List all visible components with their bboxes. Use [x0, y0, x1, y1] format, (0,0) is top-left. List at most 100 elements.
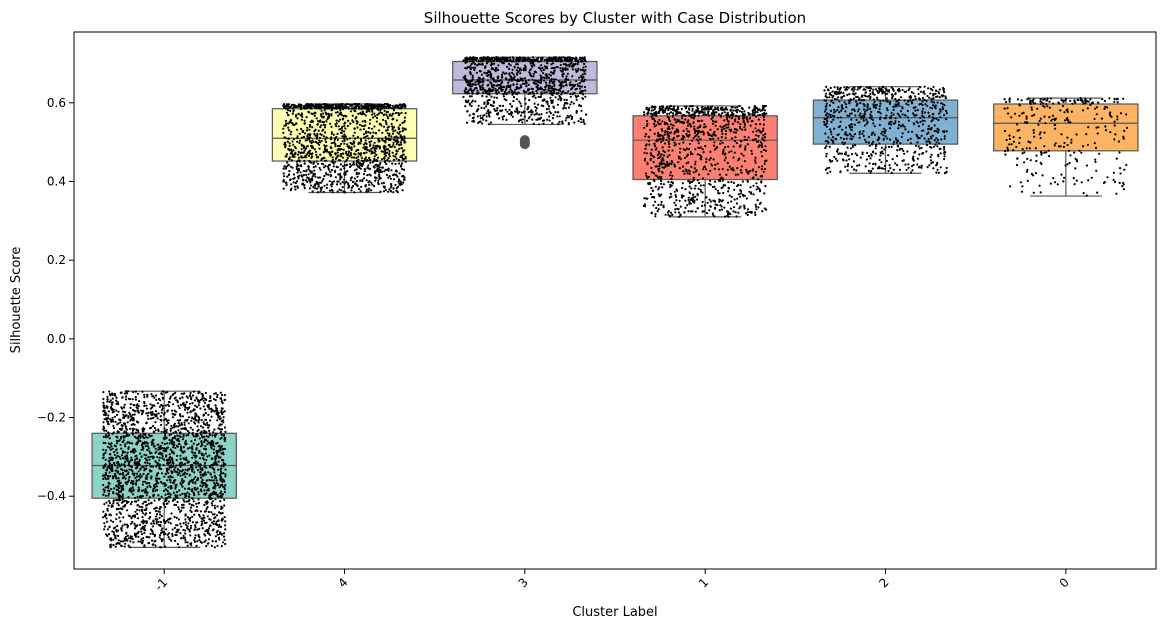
data-point: [128, 434, 131, 437]
data-point: [319, 119, 322, 122]
data-point: [532, 75, 535, 78]
data-point: [220, 407, 223, 410]
data-point: [325, 186, 328, 190]
data-point: [371, 135, 374, 138]
data-point: [581, 73, 585, 76]
data-point: [165, 442, 169, 445]
data-point: [503, 72, 506, 75]
data-point: [190, 440, 193, 443]
data-point: [206, 542, 209, 545]
data-point: [490, 83, 493, 86]
data-point: [191, 481, 194, 484]
data-point: [176, 473, 179, 476]
data-point: [369, 161, 372, 164]
data-point: [166, 492, 169, 496]
data-point: [154, 421, 157, 424]
data-point: [159, 444, 162, 447]
data-point: [329, 138, 333, 141]
data-point: [342, 148, 345, 151]
data-point: [140, 520, 143, 523]
data-point: [204, 398, 207, 401]
data-point: [325, 103, 328, 106]
data-point: [201, 435, 204, 438]
data-point: [198, 418, 201, 421]
data-point: [191, 394, 194, 397]
data-point: [168, 442, 171, 445]
data-point: [103, 503, 106, 506]
data-point: [303, 149, 306, 152]
data-point: [519, 67, 522, 70]
data-point: [478, 77, 481, 80]
data-point: [551, 101, 554, 104]
data-point: [397, 132, 400, 135]
data-point: [532, 72, 535, 75]
data-point: [109, 453, 112, 456]
data-point: [497, 58, 500, 61]
data-point: [304, 132, 307, 135]
data-point: [146, 448, 149, 452]
data-point: [397, 114, 400, 117]
data-point: [141, 428, 144, 431]
data-point: [131, 429, 135, 432]
data-point: [184, 458, 187, 461]
data-point: [212, 451, 215, 454]
data-point: [576, 83, 579, 86]
data-point: [119, 457, 122, 460]
data-point: [349, 179, 352, 182]
data-point: [192, 390, 195, 393]
data-point: [222, 479, 225, 482]
data-point: [477, 81, 480, 84]
data-point: [472, 66, 475, 69]
data-point: [508, 56, 512, 59]
data-point: [353, 169, 356, 172]
data-point: [354, 137, 357, 140]
data-point: [544, 88, 547, 91]
data-point: [320, 188, 323, 191]
data-point: [313, 148, 316, 151]
data-point: [182, 503, 185, 506]
data-point: [532, 122, 535, 125]
data-point: [148, 484, 151, 487]
data-point: [125, 483, 128, 486]
data-point: [516, 80, 519, 83]
data-point: [400, 162, 404, 165]
data-point: [164, 417, 167, 421]
data-point: [173, 422, 176, 425]
data-point: [181, 481, 184, 484]
data-point: [215, 449, 218, 452]
data-point: [111, 432, 114, 435]
data-point: [144, 488, 147, 491]
data-point: [163, 442, 166, 446]
data-point: [684, 118, 687, 121]
data-point: [194, 534, 197, 537]
data-point: [132, 474, 136, 477]
data-point: [319, 190, 322, 193]
data-point: [194, 526, 197, 529]
data-point: [396, 175, 399, 178]
data-point: [154, 518, 157, 521]
data-point: [203, 540, 206, 544]
data-point: [159, 546, 162, 549]
data-point: [473, 68, 476, 71]
data-point: [349, 146, 352, 149]
data-point: [165, 423, 168, 426]
data-point: [392, 191, 395, 194]
data-point: [297, 150, 300, 153]
data-point: [141, 502, 144, 505]
data-point: [669, 185, 672, 189]
data-point: [379, 177, 382, 180]
data-point: [181, 396, 184, 399]
data-point: [551, 81, 554, 85]
data-point: [300, 148, 303, 151]
data-point: [111, 459, 114, 462]
data-point: [180, 479, 183, 483]
data-point: [143, 500, 146, 503]
data-point: [172, 462, 175, 465]
data-point: [134, 510, 137, 513]
data-point: [220, 512, 223, 515]
data-point: [145, 482, 148, 485]
data-point: [155, 520, 158, 523]
data-point: [149, 407, 152, 410]
data-point: [164, 482, 167, 485]
data-point: [395, 169, 398, 172]
